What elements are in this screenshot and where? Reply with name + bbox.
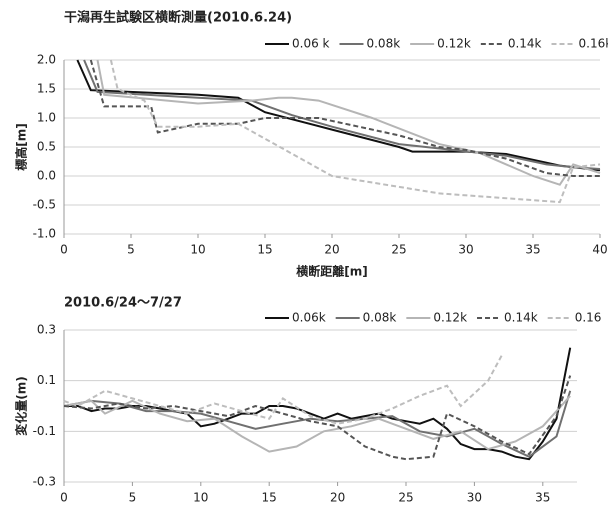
x-tick-label: 0 bbox=[60, 243, 68, 257]
x-tick-label: 25 bbox=[398, 491, 413, 505]
series-line bbox=[89, 59, 600, 177]
y-axis-title: 変化量(m) bbox=[14, 376, 29, 435]
legend-label: 0.12k bbox=[433, 311, 467, 325]
series-line bbox=[76, 59, 601, 172]
x-tick-label: 10 bbox=[190, 243, 205, 257]
x-tick-label: 15 bbox=[262, 491, 277, 505]
x-axis-title: 横断距離[m] bbox=[296, 264, 367, 279]
series-line bbox=[64, 347, 572, 461]
legend-label: 0.06 k bbox=[292, 37, 330, 51]
x-tick-label: 25 bbox=[391, 243, 406, 257]
legend-label: 0.14k bbox=[504, 311, 538, 325]
series-line bbox=[96, 59, 601, 186]
x-tick-label: 10 bbox=[193, 491, 208, 505]
x-tick-label: 30 bbox=[458, 243, 473, 257]
legend-label: 0.14k bbox=[508, 37, 542, 51]
legend-label: 0.16k bbox=[579, 37, 608, 51]
x-tick-label: 30 bbox=[467, 491, 482, 505]
y-tick-label: -0.1 bbox=[33, 424, 56, 438]
y-tick-label: 2.0 bbox=[37, 53, 56, 67]
y-tick-label: 1.5 bbox=[37, 82, 56, 96]
legend-label: 0.12k bbox=[437, 37, 471, 51]
x-tick-label: 5 bbox=[127, 243, 135, 257]
y-tick-label: 0.1 bbox=[37, 373, 56, 387]
chart-title: 2010.6/24～7/27 bbox=[64, 296, 182, 311]
y-tick-label: 0.5 bbox=[37, 140, 56, 154]
y-tick-label: -0.3 bbox=[33, 475, 56, 489]
series-line bbox=[109, 59, 601, 204]
y-tick-label: -0.5 bbox=[33, 198, 56, 212]
x-tick-label: 20 bbox=[330, 491, 345, 505]
y-axis-title: 標高[m] bbox=[14, 123, 29, 170]
y-tick-label: 0.0 bbox=[37, 169, 56, 183]
x-tick-label: 20 bbox=[324, 243, 339, 257]
series-line bbox=[83, 59, 601, 170]
x-tick-label: 35 bbox=[535, 491, 550, 505]
y-tick-label: 1.0 bbox=[37, 111, 56, 125]
x-tick-label: 5 bbox=[129, 491, 137, 505]
series-line bbox=[63, 395, 571, 453]
y-tick-label: 0.3 bbox=[37, 323, 56, 337]
x-tick-label: 35 bbox=[525, 243, 540, 257]
legend-label: 0.16 bbox=[575, 311, 602, 325]
series-line bbox=[63, 375, 572, 461]
x-tick-label: 40 bbox=[592, 243, 607, 257]
series-line bbox=[63, 354, 503, 425]
legend-label: 0.06k bbox=[292, 311, 326, 325]
y-tick-label: -1.0 bbox=[33, 227, 56, 241]
legend-label: 0.08k bbox=[366, 37, 400, 51]
legend-label: 0.08k bbox=[363, 311, 397, 325]
x-tick-label: 0 bbox=[60, 491, 68, 505]
x-tick-label: 15 bbox=[257, 243, 272, 257]
chart-title: 干潟再生試験区横断測量(2010.6.24) bbox=[64, 10, 292, 26]
